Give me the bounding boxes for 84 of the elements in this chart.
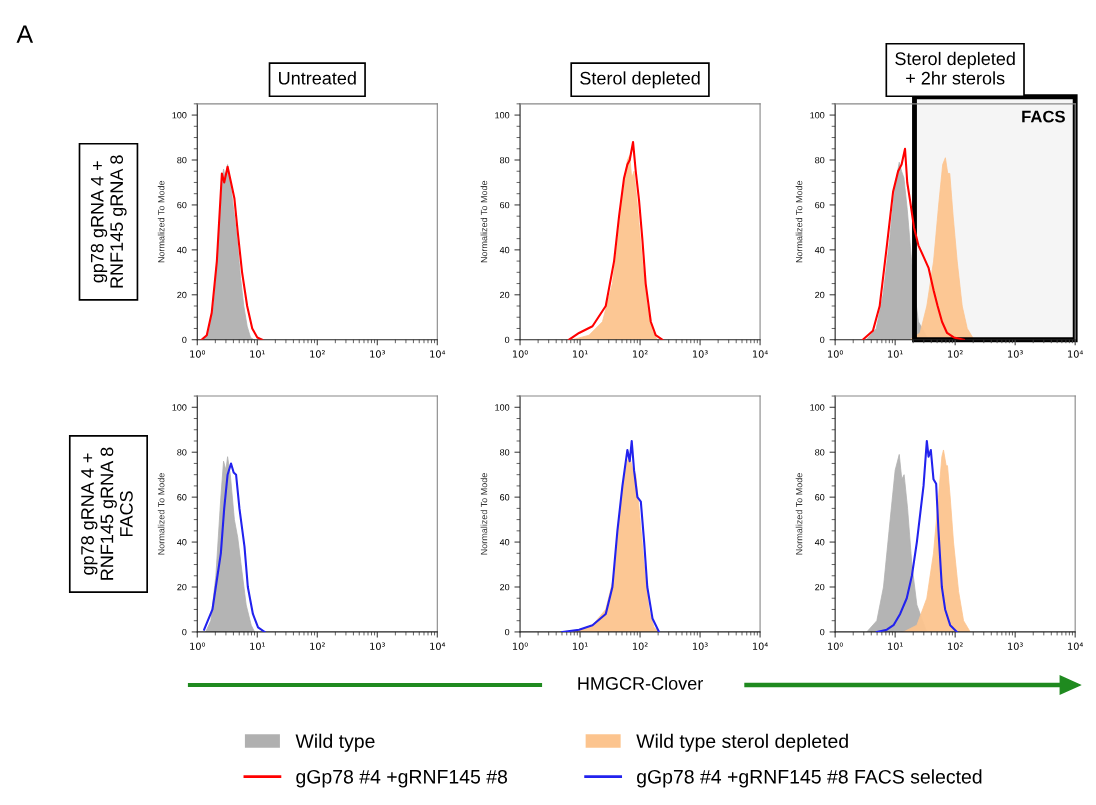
y-tick-label: 20 xyxy=(177,583,187,591)
x-tick-label: 10⁰ xyxy=(190,642,206,650)
x-tick-label: 10⁴ xyxy=(430,350,446,358)
y-tick-label: 80 xyxy=(815,156,825,164)
x-tick-label: 10¹ xyxy=(572,350,588,358)
x-tick-label: 10² xyxy=(310,642,325,650)
y-tick-label: 100 xyxy=(172,112,187,119)
x-tick-label: 10² xyxy=(948,642,963,650)
y-axis-title: Normalized To Mode xyxy=(795,180,803,263)
x-tick-label: 10² xyxy=(948,350,963,358)
y-axis-title: Normalized To Mode xyxy=(480,180,488,263)
y-axis-title: Normalized To Mode xyxy=(157,180,165,263)
x-tick-label: 10³ xyxy=(370,350,385,358)
legend-label: gGp78 #4 +gRNF145 #8 xyxy=(296,769,508,788)
y-tick-label: 60 xyxy=(815,201,825,209)
y-tick-label: 40 xyxy=(177,539,187,546)
x-tick-label: 10⁴ xyxy=(753,642,768,650)
legend-label: Wild type sterol depleted xyxy=(636,733,848,752)
chart-title: Sterol depleted + 2hr sterols xyxy=(895,51,1015,85)
legend-label: gGp78 #4 +gRNF145 #8 FACS selected xyxy=(637,769,982,788)
x-tick-label: 10¹ xyxy=(888,350,903,358)
y-tick-label: 40 xyxy=(814,539,825,546)
x-tick-label: 10⁴ xyxy=(1068,642,1083,650)
y-tick-label: 0 xyxy=(504,628,510,636)
y-tick-label: 0 xyxy=(820,628,825,636)
x-tick-label: 10² xyxy=(310,350,325,358)
x-tick-label: 10⁴ xyxy=(753,350,768,358)
y-tick-label: 20 xyxy=(815,291,825,299)
x-tick-label: 10⁰ xyxy=(512,350,528,358)
text: gp78 gRNA 4 + RNF145 gRNA 8 xyxy=(90,155,127,288)
y-tick-label: 80 xyxy=(177,449,187,456)
y-tick-label: 60 xyxy=(815,494,825,501)
x-tick-label: 10⁰ xyxy=(190,350,206,358)
x-tick-label: 10¹ xyxy=(250,642,265,650)
y-axis-title: Normalized To Mode xyxy=(795,473,803,555)
y-tick-label: 100 xyxy=(172,404,187,411)
y-tick-label: 80 xyxy=(815,449,825,456)
chart-title: Untreated xyxy=(279,71,356,85)
y-tick-label: 0 xyxy=(182,628,187,636)
x-tick-label: 10³ xyxy=(1008,642,1023,650)
chart-title: Sterol depleted xyxy=(580,71,700,89)
x-tick-label: 10² xyxy=(633,350,648,358)
y-tick-label: 0 xyxy=(504,336,510,344)
y-tick-label: 40 xyxy=(814,246,825,254)
y-tick-label: 40 xyxy=(499,539,510,546)
legend-label: Wild type xyxy=(295,733,375,752)
text: A xyxy=(16,25,34,43)
x-tick-label: 10³ xyxy=(693,642,708,650)
y-tick-label: 0 xyxy=(820,336,825,344)
y-tick-label: 100 xyxy=(495,112,510,119)
x-tick-label: 10⁰ xyxy=(828,350,843,358)
y-tick-label: 20 xyxy=(500,291,510,299)
text: gp78 gRNA 4 + RNF145 gRNA 8 FACS xyxy=(81,447,133,580)
band-label: FACS xyxy=(1022,110,1065,123)
y-tick-label: 60 xyxy=(177,494,187,501)
x-tick-label: 10² xyxy=(633,642,648,650)
y-axis-title: Normalized To Mode xyxy=(480,473,488,555)
y-tick-label: 40 xyxy=(177,246,187,254)
y-axis-title: Normalized To Mode xyxy=(157,473,165,555)
y-tick-label: 80 xyxy=(499,156,510,164)
y-tick-label: 100 xyxy=(810,112,825,119)
y-tick-label: 20 xyxy=(500,583,510,591)
y-tick-label: 100 xyxy=(810,404,825,411)
x-tick-label: 10¹ xyxy=(250,350,265,358)
x-tick-label: 10⁴ xyxy=(430,642,446,650)
x-tick-label: 10³ xyxy=(1008,350,1023,358)
y-tick-label: 0 xyxy=(182,336,187,344)
x-tick-label: 10¹ xyxy=(888,642,903,650)
y-tick-label: 40 xyxy=(499,246,510,254)
y-tick-label: 20 xyxy=(815,583,825,591)
y-tick-label: 20 xyxy=(177,291,187,299)
y-tick-label: 60 xyxy=(500,201,510,209)
x-tick-label: 10⁴ xyxy=(1068,350,1083,358)
x-tick-label: 10⁰ xyxy=(512,642,528,650)
x-axis-title: HMGCR-Clover xyxy=(578,676,703,690)
y-tick-label: 80 xyxy=(499,449,510,456)
y-tick-label: 60 xyxy=(177,201,187,209)
y-tick-label: 100 xyxy=(495,404,510,411)
y-tick-label: 60 xyxy=(500,494,510,501)
x-tick-label: 10¹ xyxy=(572,642,588,650)
x-tick-label: 10³ xyxy=(693,350,708,358)
y-tick-label: 80 xyxy=(177,156,187,164)
x-tick-label: 10⁰ xyxy=(828,642,843,650)
x-tick-label: 10³ xyxy=(370,642,385,650)
